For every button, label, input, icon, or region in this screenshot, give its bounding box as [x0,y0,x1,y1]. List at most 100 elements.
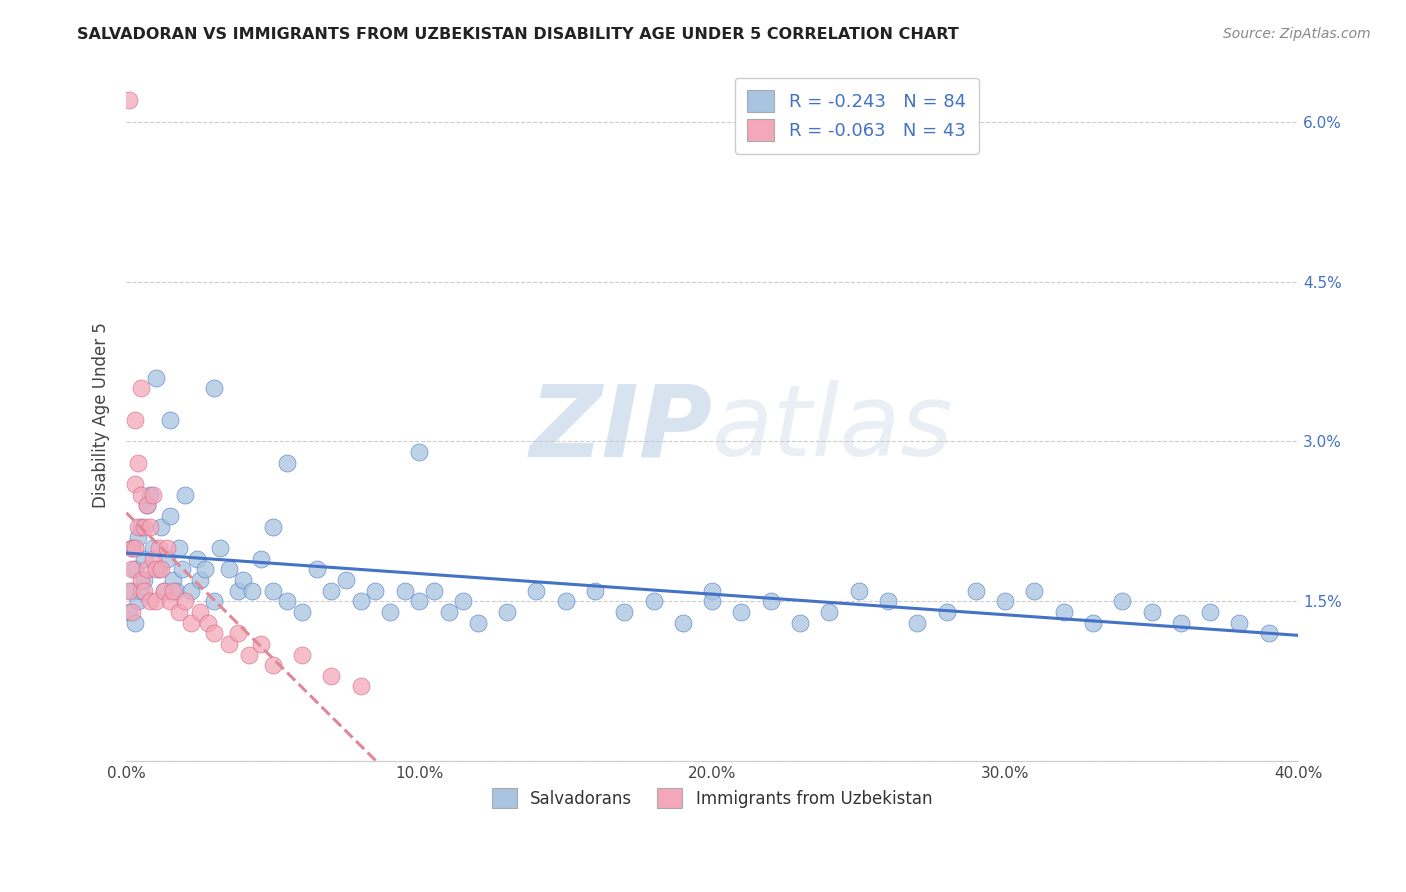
Point [124,477,146,491]
Point [209,541,232,555]
Point [167,541,190,555]
Point [218,562,240,576]
Point [156,541,179,555]
Point [702,583,724,598]
Point [423,583,446,598]
Point [818,605,841,619]
Point [335,573,357,587]
Point [159,508,181,523]
Point [905,615,928,630]
Point [321,583,343,598]
Point [145,594,167,608]
Point [1140,605,1163,619]
Point [789,615,811,630]
Point [238,648,260,662]
Point [262,519,284,533]
Point [262,658,284,673]
Point [121,541,143,555]
Y-axis label: Disability Age Under 5: Disability Age Under 5 [93,322,110,508]
Point [188,605,211,619]
Point [132,519,155,533]
Point [150,519,173,533]
Point [197,615,219,630]
Text: atlas: atlas [713,380,953,477]
Point [118,605,141,619]
Point [935,605,957,619]
Point [132,573,155,587]
Point [965,583,987,598]
Point [174,488,197,502]
Point [138,488,160,502]
Point [613,605,636,619]
Point [124,413,146,427]
Point [759,594,782,608]
Point [262,583,284,598]
Point [1170,615,1192,630]
Point [202,594,225,608]
Point [180,615,202,630]
Point [127,530,149,544]
Point [124,615,146,630]
Point [451,594,474,608]
Point [994,594,1017,608]
Point [276,456,298,470]
Point [1229,615,1251,630]
Point [702,594,724,608]
Point [127,456,149,470]
Point [226,626,249,640]
Point [291,605,314,619]
Point [250,551,273,566]
Point [250,637,273,651]
Point [240,583,263,598]
Point [202,381,225,395]
Point [121,562,143,576]
Point [202,626,225,640]
Point [1111,594,1133,608]
Point [153,583,176,598]
Point [150,562,173,576]
Point [121,541,143,555]
Point [142,488,165,502]
Point [135,499,157,513]
Point [583,583,606,598]
Point [135,499,157,513]
Point [124,562,146,576]
Point [877,594,900,608]
Point [305,562,328,576]
Point [124,541,146,555]
Point [1053,605,1076,619]
Point [291,648,314,662]
Point [148,541,170,555]
Legend: Salvadorans, Immigrants from Uzbekistan: Salvadorans, Immigrants from Uzbekistan [485,781,939,815]
Point [148,562,170,576]
Point [437,605,460,619]
Point [129,583,152,598]
Point [180,583,202,598]
Point [132,551,155,566]
Point [554,594,576,608]
Point [135,562,157,576]
Point [1081,615,1104,630]
Point [364,583,387,598]
Text: ZIP: ZIP [529,380,713,477]
Point [118,94,141,108]
Point [132,583,155,598]
Text: SALVADORAN VS IMMIGRANTS FROM UZBEKISTAN DISABILITY AGE UNDER 5 CORRELATION CHAR: SALVADORAN VS IMMIGRANTS FROM UZBEKISTAN… [77,27,959,42]
Point [129,381,152,395]
Point [167,605,190,619]
Point [378,605,401,619]
Point [350,594,373,608]
Point [321,669,343,683]
Point [142,551,165,566]
Point [467,615,489,630]
Point [138,519,160,533]
Point [1257,626,1279,640]
Point [170,562,193,576]
Point [1199,605,1222,619]
Point [156,551,179,566]
Point [121,583,143,598]
Point [138,594,160,608]
Point [142,541,165,555]
Point [394,583,416,598]
Point [162,573,184,587]
